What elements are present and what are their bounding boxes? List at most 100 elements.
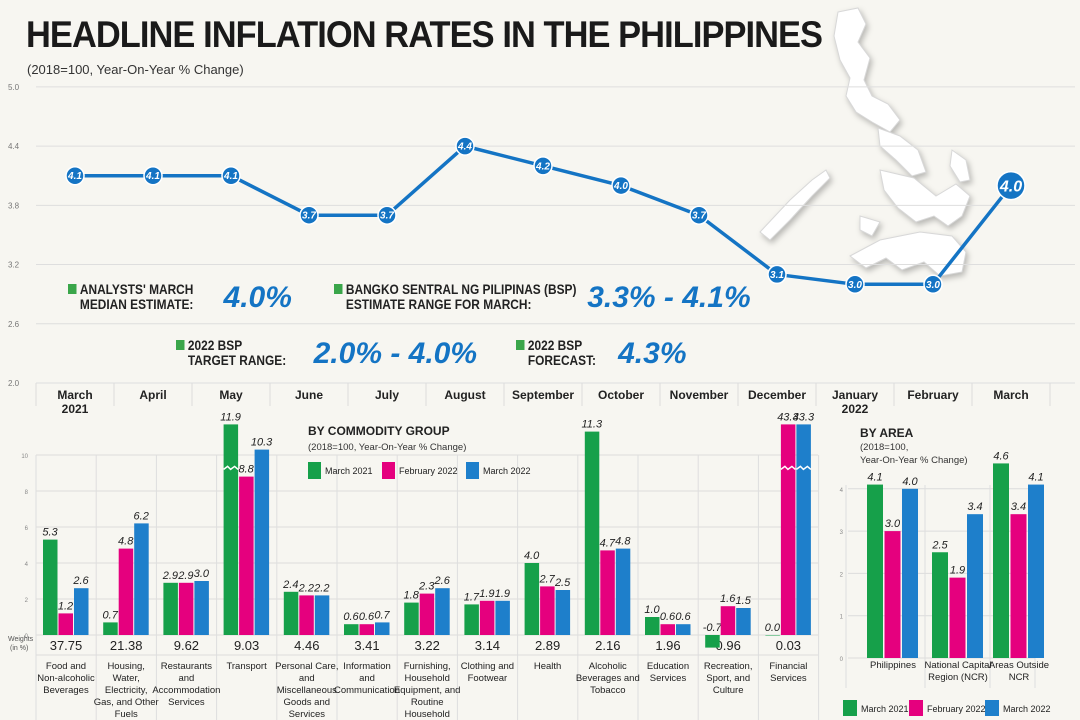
y-tick-label: 8 <box>25 490 29 496</box>
bar-march-2021 <box>584 431 600 635</box>
bar-march-2022 <box>254 449 270 635</box>
category-label: Information and Communication <box>334 661 400 696</box>
bar-february-2022 <box>660 624 675 635</box>
bar-value-label: 4.6 <box>993 450 1009 462</box>
bar-value-label: 2.4 <box>282 579 298 591</box>
bar-march-2022 <box>555 590 571 635</box>
legend-label: March 2021 <box>861 704 909 714</box>
bar-value-label: 1.5 <box>736 595 752 607</box>
bar-value-label: 0.7 <box>374 609 390 621</box>
callout-label: 2022 BSP <box>187 337 243 353</box>
weight-value: 3.22 <box>415 638 440 653</box>
data-point <box>845 274 865 295</box>
commodity-chart-title: BY COMMODITY GROUP <box>308 424 450 438</box>
bar-value-label: 2.7 <box>538 573 555 585</box>
data-point <box>767 264 787 285</box>
category-label: Restaurants and Accommodation Services <box>152 661 220 708</box>
page-title: HEADLINE INFLATION RATES IN THE PHILIPPI… <box>26 14 823 55</box>
data-point <box>689 205 709 225</box>
weight-value: 2.16 <box>595 638 620 653</box>
bar-march-2021 <box>932 552 948 658</box>
axis-break-mark <box>795 465 812 471</box>
data-label: 3.1 <box>770 270 784 281</box>
bar-march-2022 <box>314 595 330 635</box>
bar-value-label: 11.3 <box>582 419 603 431</box>
callout-value: 4.3% <box>618 337 687 370</box>
x-tick-label: February <box>907 388 959 402</box>
bar-february-2022 <box>118 548 134 635</box>
bar-value-label: 2.6 <box>434 575 451 587</box>
legend-swatch <box>909 700 923 716</box>
weight-value: 3.41 <box>354 638 379 653</box>
bar-value-label: 1.8 <box>404 590 420 602</box>
map-island <box>833 7 901 133</box>
bar-march-2021 <box>705 635 720 648</box>
bar-february-2022 <box>419 593 435 635</box>
bar-value-label: 0.7 <box>103 609 119 621</box>
bar-march-2021 <box>43 539 58 635</box>
y-tick-label: 2 <box>840 572 844 578</box>
bar-value-label: 4.7 <box>600 537 616 549</box>
bar-value-label: 8.8 <box>238 464 254 476</box>
y-tick-label: 3 <box>840 530 844 536</box>
bar-value-label: 4.0 <box>902 476 918 488</box>
bar-march-2021 <box>524 563 540 635</box>
y-tick-label: 5.0 <box>8 83 20 92</box>
bar-march-2022 <box>74 588 89 635</box>
bar-value-label: 3.0 <box>194 568 210 580</box>
y-tick-label: 1 <box>840 615 844 621</box>
y-tick-label: 0 <box>840 657 844 663</box>
bar-value-label: 4.8 <box>615 536 631 548</box>
bar-march-2022 <box>435 588 450 635</box>
legend-swatch <box>843 700 857 716</box>
callout-label: MEDIAN ESTIMATE: <box>79 296 194 312</box>
category-label: Housing, Water, Electricity, Gas, and Other… <box>94 661 159 720</box>
bar-february-2022 <box>949 577 966 658</box>
legend-label: March 2022 <box>483 466 531 476</box>
weight-value: 4.46 <box>294 638 319 653</box>
category-label: Education Services <box>647 661 689 684</box>
map-island <box>879 169 971 227</box>
callout-bsp-target-range: 2022 BSP TARGET RANGE: 2.0% - 4.0% <box>176 337 478 370</box>
callout-label: BANGKO SENTRAL NG PILIPINAS (BSP) <box>345 281 577 297</box>
bar-value-label: 4.8 <box>118 536 134 548</box>
bar-march-2021 <box>867 484 883 658</box>
data-label: 4.2 <box>535 161 550 172</box>
bar-value-label: 0.6 <box>359 611 375 623</box>
bar-value-label: 2.5 <box>931 539 948 551</box>
legend-label: March 2022 <box>1003 704 1051 714</box>
data-point <box>65 165 85 186</box>
bar-value-label: 1.0 <box>644 604 660 616</box>
legend-swatch <box>985 700 999 716</box>
bar-march-2021 <box>223 424 239 635</box>
weight-value: 9.03 <box>234 638 259 653</box>
callout-value: 2.0% - 4.0% <box>313 337 478 370</box>
x-tick-label: April <box>139 388 166 402</box>
bar-value-label: 0.6 <box>675 611 691 623</box>
axis-break-mark <box>223 465 239 471</box>
data-point <box>455 136 475 156</box>
y-tick-label: 4.4 <box>8 142 20 151</box>
data-point <box>299 205 319 225</box>
weight-value: 21.38 <box>110 638 143 653</box>
x-tick-label: November <box>670 388 729 402</box>
legend-label: February 2022 <box>399 466 458 476</box>
bar-value-label: 0.6 <box>660 611 676 623</box>
bar-february-2022 <box>58 613 73 635</box>
bar-february-2022 <box>720 606 736 635</box>
legend-label: February 2022 <box>927 704 986 714</box>
bar-march-2022 <box>495 600 510 635</box>
bar-value-label: 43.3 <box>793 411 815 423</box>
x-tick-label: September <box>512 388 574 402</box>
x-tick-label: October <box>598 388 644 402</box>
bar-value-label: 2.6 <box>72 575 89 587</box>
data-label: 3.7 <box>302 211 316 222</box>
callout-label: FORECAST: <box>527 352 597 368</box>
callout-bsp-estimate-range: BANGKO SENTRAL NG PILIPINAS (BSP) ESTIMAT… <box>334 281 751 313</box>
category-label: Financial Services <box>769 661 807 684</box>
bar-february-2022 <box>1010 514 1027 658</box>
weight-value: 37.75 <box>50 638 83 653</box>
bar-march-2022 <box>736 608 751 635</box>
bar-march-2021 <box>645 617 660 635</box>
